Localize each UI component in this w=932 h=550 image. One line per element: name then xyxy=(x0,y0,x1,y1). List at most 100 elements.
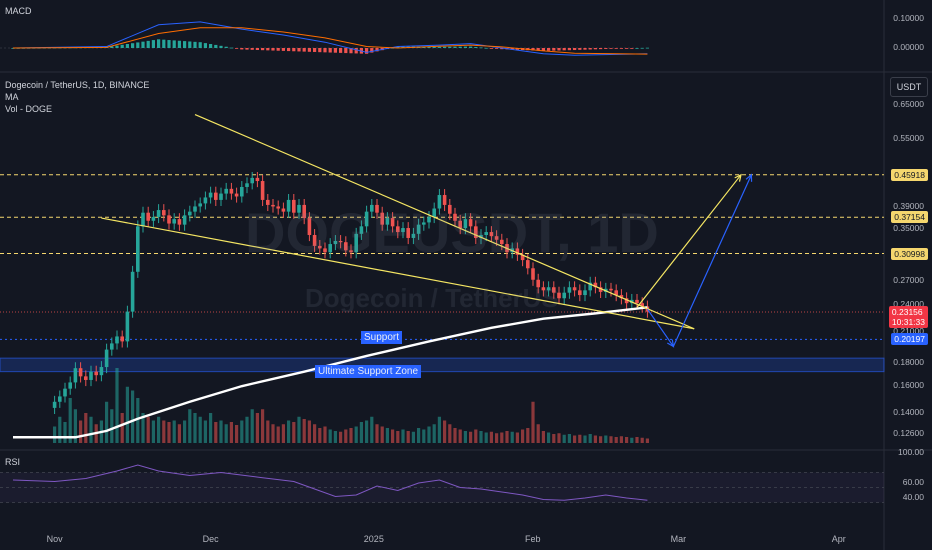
candle xyxy=(229,188,234,194)
volume-bar xyxy=(53,426,57,443)
yellow-projection-arrow xyxy=(636,174,742,308)
macd-histogram-bar xyxy=(240,48,244,50)
volume-bar xyxy=(495,433,499,443)
rsi-pane-label: RSI xyxy=(5,457,21,467)
candle xyxy=(208,192,213,198)
candle xyxy=(583,290,587,296)
volume-bar xyxy=(614,437,618,443)
candle xyxy=(84,376,88,380)
price-tag: 0.20197 xyxy=(891,333,928,346)
volume-bar xyxy=(68,398,72,443)
volume-indicator-label[interactable]: Vol - DOGE xyxy=(5,104,53,114)
volume-bar xyxy=(276,426,280,443)
macd-histogram-bar xyxy=(349,48,353,54)
volume-bar xyxy=(63,422,67,443)
price-axis-label: 0.14000 xyxy=(893,406,924,417)
candle xyxy=(78,368,83,377)
candle xyxy=(624,298,629,304)
volume-bar xyxy=(422,429,426,443)
volume-bar xyxy=(193,413,197,443)
macd-histogram-bar xyxy=(193,41,197,48)
volume-bar xyxy=(380,426,384,443)
volume-bar xyxy=(500,432,504,443)
volume-bar xyxy=(453,428,457,443)
macd-histogram-bar xyxy=(557,48,561,51)
macd-histogram-bar xyxy=(593,48,597,50)
volume-bar xyxy=(484,432,488,443)
candle xyxy=(99,367,104,376)
macd-histogram-bar xyxy=(125,43,129,48)
volume-bar xyxy=(515,432,519,443)
symbol-title[interactable]: Dogecoin / TetherUS, 1D, BINANCE xyxy=(5,80,150,90)
volume-bar xyxy=(209,413,213,443)
ultimate-support-zone xyxy=(0,357,885,373)
volume-bar xyxy=(536,424,540,443)
watermark-ticker: DOGEUSDT, 1D xyxy=(245,201,659,264)
candle xyxy=(536,279,540,288)
macd-histogram-bar xyxy=(120,44,124,48)
volume-bar xyxy=(583,435,587,443)
candle xyxy=(422,222,426,225)
macd-histogram-bar xyxy=(287,48,291,52)
macd-histogram-bar xyxy=(214,44,218,48)
candle xyxy=(375,204,379,213)
macd-histogram-bar xyxy=(183,41,187,48)
candle xyxy=(458,220,462,229)
macd-histogram-bar xyxy=(474,46,478,48)
volume-bar xyxy=(146,416,150,443)
candle xyxy=(567,287,572,293)
candle xyxy=(572,287,577,291)
candle xyxy=(292,199,296,213)
volume-bar xyxy=(219,420,223,443)
macd-histogram-bar xyxy=(255,48,259,50)
upper-trendline xyxy=(194,113,695,330)
volume-bar xyxy=(640,437,644,443)
price-tag: 0.23156 10:31:33 xyxy=(888,306,928,329)
candle xyxy=(115,336,119,344)
candle xyxy=(276,206,280,209)
price-tag-value: 0.30998 xyxy=(894,248,925,259)
volume-bar xyxy=(79,420,83,443)
macd-histogram-bar xyxy=(614,48,618,49)
volume-bar xyxy=(562,434,566,443)
volume-bar xyxy=(578,434,582,443)
macd-histogram-bar xyxy=(250,48,254,50)
macd-histogram-bar xyxy=(536,48,540,51)
volume-bar xyxy=(287,420,291,443)
volume-bar xyxy=(443,420,447,443)
currency-unit-button[interactable]: USDT xyxy=(890,77,928,97)
macd-histogram-bar xyxy=(323,48,327,53)
candle xyxy=(531,268,535,280)
ma-indicator-label[interactable]: MA xyxy=(5,92,19,102)
candle xyxy=(427,216,431,223)
volume-bar xyxy=(203,420,207,443)
macd-histogram-bar xyxy=(510,48,514,50)
macd-histogram-bar xyxy=(333,48,337,53)
volume-bar xyxy=(281,424,285,443)
volume-bar xyxy=(573,435,577,443)
volume-bar xyxy=(84,413,88,443)
candle xyxy=(167,215,171,224)
macd-histogram-bar xyxy=(131,43,135,48)
macd-histogram-bar xyxy=(172,40,176,48)
volume-bar xyxy=(645,438,649,443)
volume-bar xyxy=(437,416,441,443)
candle xyxy=(411,233,416,238)
candle xyxy=(396,226,400,233)
macd-histogram-bar xyxy=(188,41,192,48)
volume-bar xyxy=(250,409,254,443)
candle xyxy=(312,234,317,246)
candle xyxy=(370,204,374,212)
volume-bar xyxy=(401,429,405,443)
candle xyxy=(619,295,624,299)
macd-histogram-bar xyxy=(177,40,181,48)
volume-bar xyxy=(406,431,410,443)
rsi-axis-label: 100.00 xyxy=(898,447,924,457)
macd-histogram-bar xyxy=(443,46,447,48)
macd-histogram-bar xyxy=(224,46,228,48)
candle xyxy=(520,254,525,261)
candle xyxy=(640,303,644,307)
